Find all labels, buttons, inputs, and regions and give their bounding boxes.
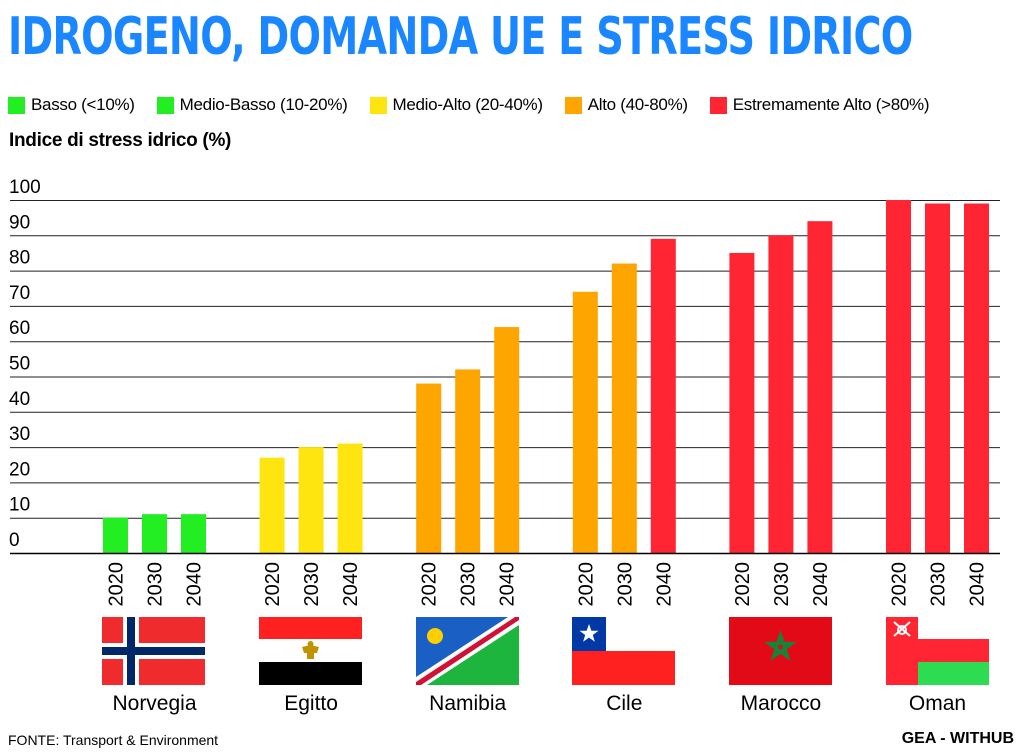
- bar-egitto-2040: [337, 443, 363, 553]
- bar-norvegia-2040: [181, 514, 206, 553]
- x-year-labels: 2020 2030 2040 2020 2030 2040 2020 2030 2040 2020…: [106, 562, 989, 607]
- bars: [103, 200, 989, 554]
- country-label-namibia: Namibia: [429, 692, 506, 715]
- year-label-cile-2020: 2020: [575, 562, 597, 607]
- year-label-egitto-2040: 2040: [340, 562, 362, 607]
- legend-label-estremamente-alto: Estremamente Alto (>80%): [732, 95, 930, 114]
- eagle-icon: [302, 641, 319, 659]
- bar-cile-2040: [650, 238, 676, 553]
- legend-swatch-medio-alto: [369, 96, 387, 114]
- y-axis-title: Indice di stress idrico (%): [9, 130, 232, 151]
- bar-marocco-2020: [729, 252, 755, 553]
- source-note: FONTE: Transport & Environment: [8, 732, 219, 748]
- y-tick-40: 40: [9, 389, 30, 410]
- year-label-namibia-2040: 2040: [497, 562, 519, 607]
- star-icon: [579, 624, 599, 642]
- chart-title: IDROGENO, DOMANDA UE E STRESS IDRICO: [8, 7, 913, 67]
- year-label-marocco-2040: 2040: [810, 562, 832, 607]
- y-tick-60: 60: [9, 318, 30, 339]
- emblem-icon: [893, 621, 911, 637]
- y-tick-90: 90: [9, 212, 30, 233]
- y-tick-100: 100: [9, 177, 41, 198]
- legend-item-medio-alto: Medio-Alto (20-40%): [369, 95, 544, 115]
- bar-cile-2020: [572, 291, 598, 553]
- country-label-marocco: Marocco: [741, 692, 822, 715]
- year-label-marocco-2030: 2030: [771, 562, 793, 607]
- bar-norvegia-2030: [142, 514, 167, 553]
- year-label-cile-2030: 2030: [614, 562, 636, 607]
- country-label-norvegia: Norvegia: [112, 692, 196, 715]
- pentagram-icon: [764, 630, 797, 661]
- country-label-oman: Oman: [909, 692, 966, 715]
- year-label-namibia-2030: 2030: [458, 562, 480, 607]
- bar-namibia-2020: [416, 383, 442, 553]
- bar-cile-2030: [611, 263, 637, 553]
- bar-namibia-2040: [494, 327, 520, 553]
- brand-credit: GEA - WITHUB: [901, 730, 1014, 747]
- y-tick-70: 70: [9, 283, 30, 304]
- year-label-marocco-2020: 2020: [732, 562, 754, 607]
- year-label-oman-2030: 2030: [928, 562, 950, 607]
- legend-item-alto: Alto (40-80%): [564, 95, 688, 115]
- legend-label-basso: Basso (<10%): [31, 95, 135, 114]
- bar-namibia-2030: [455, 369, 481, 553]
- legend-label-medio-alto: Medio-Alto (20-40%): [392, 95, 544, 114]
- y-tick-20: 20: [9, 459, 30, 480]
- legend: Basso (<10%) Medio-Basso (10-20%) Medio-…: [8, 92, 951, 118]
- bar-oman-2020: [886, 200, 911, 553]
- y-tick-30: 30: [9, 424, 30, 445]
- y-tick-80: 80: [9, 248, 30, 269]
- year-label-cile-2040: 2040: [653, 562, 675, 607]
- legend-swatch-alto: [564, 96, 582, 114]
- bar-egitto-2020: [259, 457, 285, 553]
- legend-swatch-estremamente-alto: [709, 96, 727, 114]
- flag-norvegia: [102, 617, 205, 685]
- legend-item-estremamente-alto: Estremamente Alto (>80%): [709, 95, 930, 115]
- bar-marocco-2030: [768, 235, 794, 554]
- bar-marocco-2040: [807, 221, 833, 553]
- year-label-norvegia-2020: 2020: [106, 562, 128, 607]
- country-label-cile: Cile: [606, 692, 642, 715]
- flag-cile: [572, 617, 675, 685]
- flag-namibia: [416, 617, 519, 685]
- bar-oman-2030: [925, 203, 950, 553]
- legend-label-medio-basso: Medio-Basso (10-20%): [179, 95, 348, 114]
- sun-icon: [427, 628, 443, 644]
- country-labels: Norvegia Egitto Namibia Cile Marocco Oman: [112, 692, 966, 715]
- bar-oman-2040: [964, 203, 989, 553]
- year-label-namibia-2020: 2020: [419, 562, 441, 607]
- legend-item-basso: Basso (<10%): [8, 95, 135, 115]
- legend-item-medio-basso: Medio-Basso (10-20%): [156, 95, 348, 115]
- legend-label-alto: Alto (40-80%): [587, 95, 688, 114]
- y-tick-labels: 0 10 20 30 40 50 60 70 80 90 100: [9, 177, 41, 551]
- flag-marocco: [729, 617, 832, 685]
- bar-egitto-2030: [298, 447, 324, 553]
- legend-swatch-medio-basso: [156, 96, 174, 114]
- legend-swatch-basso: [8, 96, 25, 114]
- bar-norvegia-2020: [103, 517, 128, 553]
- year-label-egitto-2030: 2030: [301, 562, 323, 607]
- year-label-egitto-2020: 2020: [262, 562, 284, 607]
- year-label-oman-2020: 2020: [889, 562, 911, 607]
- y-tick-0: 0: [9, 530, 20, 551]
- year-label-oman-2040: 2040: [967, 562, 989, 607]
- country-label-egitto: Egitto: [284, 692, 338, 715]
- flag-oman: [886, 617, 989, 685]
- flag-egitto: [259, 617, 362, 685]
- year-label-norvegia-2040: 2040: [184, 562, 206, 607]
- y-tick-50: 50: [9, 354, 30, 375]
- y-tick-10: 10: [9, 495, 30, 516]
- year-label-norvegia-2030: 2030: [145, 562, 167, 607]
